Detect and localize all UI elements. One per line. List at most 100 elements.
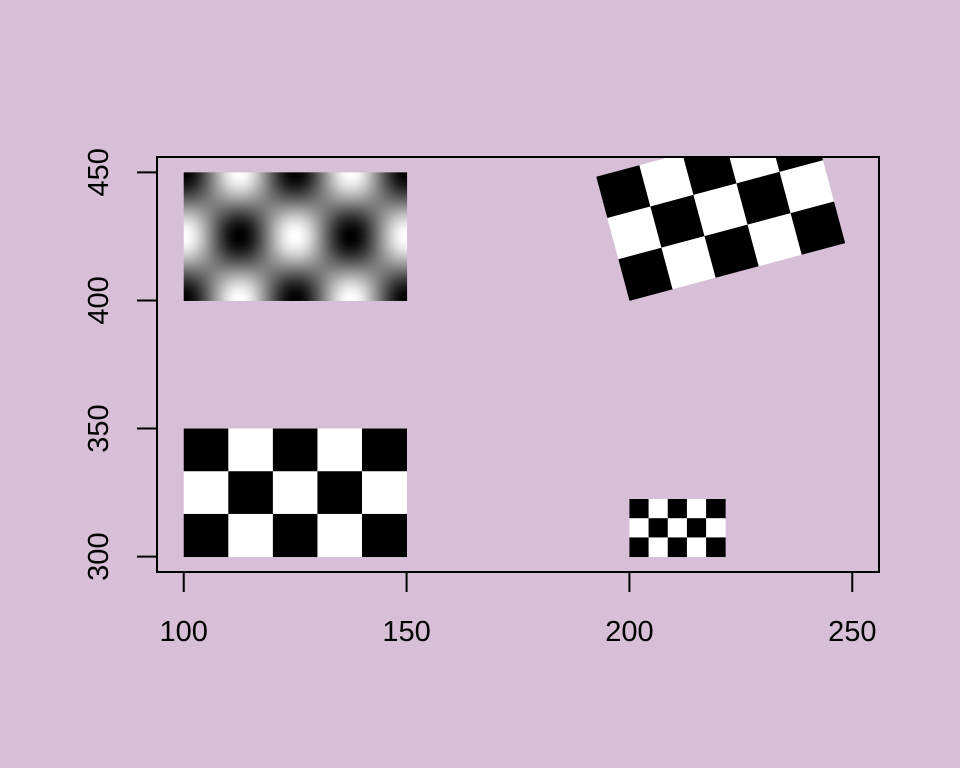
- image-pixel: [232, 177, 235, 180]
- image-pixel: [374, 185, 377, 188]
- image-pixel: [391, 185, 394, 188]
- image-pixel: [396, 193, 399, 196]
- image-pixel: [306, 181, 309, 184]
- image-pixel: [281, 188, 284, 191]
- image-pixel: [249, 175, 252, 177]
- image-pixel: [203, 193, 206, 196]
- image-pixel: [204, 197, 207, 200]
- image-pixel: [327, 197, 330, 200]
- image-pixel: [339, 195, 342, 197]
- image-pixel: [242, 195, 245, 197]
- image-pixel: [321, 199, 324, 201]
- image-pixel: [196, 187, 199, 189]
- image-pixel: [226, 181, 229, 184]
- image-pixel: [215, 184, 218, 187]
- image-pixel: [236, 197, 239, 200]
- image-pixel: [327, 173, 330, 176]
- image-pixel: [190, 192, 193, 195]
- image-pixel: [317, 199, 320, 201]
- image-pixel: [370, 176, 373, 179]
- image-pixel: [192, 192, 194, 195]
- image-pixel: [183, 177, 186, 180]
- image-pixel: [297, 173, 300, 176]
- image-pixel: [398, 187, 401, 189]
- image-pixel: [300, 176, 303, 179]
- image-pixel: [295, 179, 298, 181]
- image-pixel: [194, 184, 197, 187]
- image-pixel: [231, 176, 233, 179]
- image-pixel: [190, 195, 193, 197]
- image-pixel: [300, 193, 303, 196]
- image-pixel: [199, 185, 201, 188]
- image-pixel: [258, 191, 261, 193]
- image-pixel: [215, 185, 218, 188]
- image-pixel: [246, 196, 249, 199]
- image-pixel: [370, 187, 373, 189]
- image-pixel: [317, 185, 320, 188]
- image-pixel: [232, 184, 235, 187]
- image-pixel: [219, 188, 222, 191]
- image-pixel: [243, 176, 246, 179]
- image-pixel: [394, 197, 396, 200]
- image-pixel: [329, 184, 332, 187]
- image-pixel: [329, 176, 332, 179]
- image-pixel: [199, 200, 201, 203]
- image-pixel: [359, 197, 362, 200]
- image-pixel: [232, 173, 235, 176]
- image-pixel: [335, 200, 338, 203]
- image-pixel: [352, 181, 355, 184]
- image-pixel: [364, 199, 367, 201]
- image-pixel: [240, 193, 243, 196]
- image-pixel: [206, 184, 208, 187]
- image-pixel: [325, 191, 328, 193]
- image-pixel: [264, 172, 267, 175]
- image-pixel: [382, 192, 385, 195]
- image-pixel: [307, 175, 310, 177]
- image-pixel: [243, 188, 246, 191]
- image-pixel: [275, 188, 278, 191]
- image-pixel: [356, 184, 359, 187]
- image-pixel: [282, 185, 285, 188]
- image-pixel: [362, 185, 364, 188]
- image-pixel: [320, 175, 323, 177]
- image-pixel: [329, 200, 332, 203]
- image-pixel: [377, 200, 380, 203]
- image-pixel: [268, 196, 271, 199]
- image-pixel: [206, 172, 208, 175]
- image-pixel: [332, 180, 335, 183]
- image-pixel: [263, 181, 266, 184]
- image-pixel: [228, 183, 231, 185]
- image-pixel: [327, 181, 330, 184]
- image-pixel: [398, 181, 401, 184]
- image-pixel: [395, 185, 398, 188]
- image-pixel: [246, 181, 249, 184]
- image-pixel: [235, 200, 238, 203]
- image-pixel: [384, 185, 387, 188]
- image-pixel: [306, 193, 309, 196]
- image-pixel: [300, 184, 303, 187]
- image-pixel: [200, 199, 203, 201]
- image-pixel: [316, 188, 318, 191]
- image-pixel: [295, 193, 298, 196]
- image-pixel: [328, 199, 331, 201]
- image-pixel: [371, 196, 374, 199]
- image-pixel: [214, 188, 217, 191]
- image-pixel: [288, 191, 291, 193]
- image-pixel: [381, 189, 384, 192]
- image-pixel: [204, 196, 207, 199]
- image-pixel: [208, 180, 211, 183]
- image-pixel: [343, 172, 346, 175]
- image-pixel: [399, 175, 402, 177]
- image-pixel: [313, 189, 316, 192]
- image-pixel: [193, 195, 196, 197]
- image-pixel: [349, 189, 352, 192]
- image-pixel: [381, 200, 384, 203]
- image-pixel: [199, 181, 201, 184]
- image-pixel: [206, 200, 208, 203]
- image-pixel: [339, 175, 342, 177]
- image-pixel: [231, 200, 233, 203]
- image-pixel: [346, 179, 349, 181]
- image-pixel: [210, 172, 213, 175]
- image-pixel: [368, 183, 371, 185]
- image-pixel: [196, 184, 199, 187]
